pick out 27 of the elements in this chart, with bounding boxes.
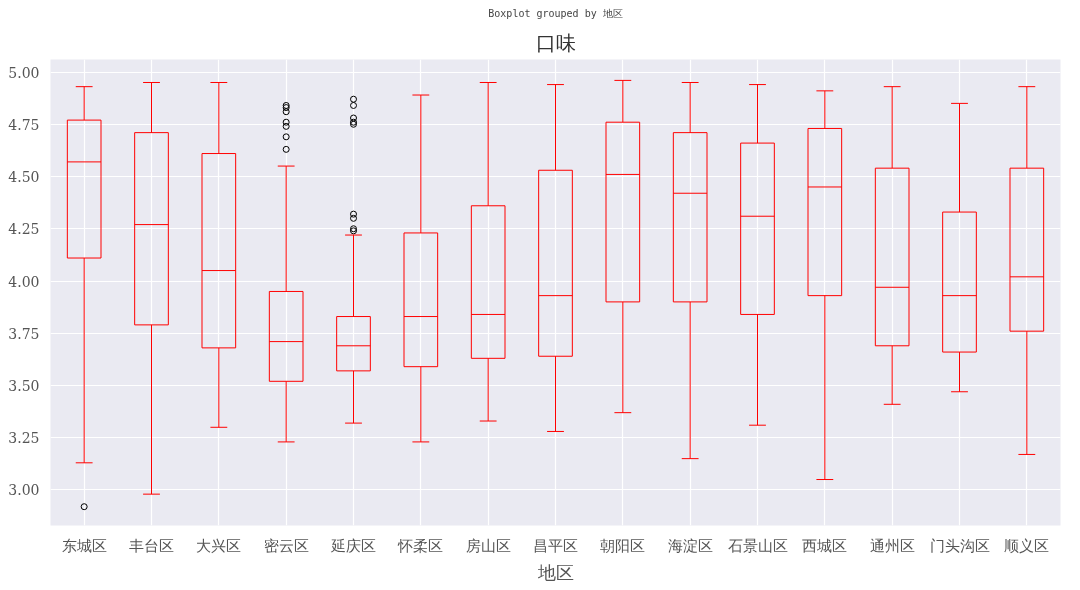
y-tick-label: 3.25 bbox=[8, 430, 40, 447]
y-tick-label: 4.00 bbox=[8, 273, 40, 290]
x-tick-label: 门头沟区 bbox=[929, 536, 990, 555]
chart-subtitle: 口味 bbox=[535, 30, 576, 55]
x-tick-label: 朝阳区 bbox=[600, 536, 646, 555]
chart-title: Boxplot grouped by 地区 bbox=[488, 7, 623, 19]
y-tick-label: 4.75 bbox=[8, 116, 40, 133]
x-tick-label: 东城区 bbox=[61, 536, 107, 555]
x-tick-label: 延庆区 bbox=[330, 536, 376, 555]
x-tick-label: 丰台区 bbox=[129, 536, 174, 555]
x-tick-label: 石景山区 bbox=[727, 536, 788, 555]
y-tick-label: 3.75 bbox=[8, 325, 40, 342]
x-tick-label: 顺义区 bbox=[1004, 536, 1050, 555]
y-tick-label: 4.25 bbox=[8, 221, 40, 238]
y-tick-label: 3.50 bbox=[8, 377, 40, 394]
y-tick-label: 4.50 bbox=[8, 169, 40, 186]
y-tick-label: 5.00 bbox=[8, 64, 40, 81]
x-tick-label: 西城区 bbox=[802, 536, 848, 555]
x-axis-title: 地区 bbox=[536, 562, 574, 583]
x-tick-label: 房山区 bbox=[465, 536, 511, 555]
x-tick-label: 大兴区 bbox=[196, 536, 242, 555]
x-tick-label: 海淀区 bbox=[667, 536, 713, 555]
x-tick-label: 通州区 bbox=[869, 536, 915, 555]
x-tick-label: 密云区 bbox=[263, 536, 309, 555]
x-tick-label: 怀柔区 bbox=[397, 536, 444, 555]
y-tick-label: 3.00 bbox=[8, 482, 40, 499]
x-tick-label: 昌平区 bbox=[533, 536, 578, 555]
